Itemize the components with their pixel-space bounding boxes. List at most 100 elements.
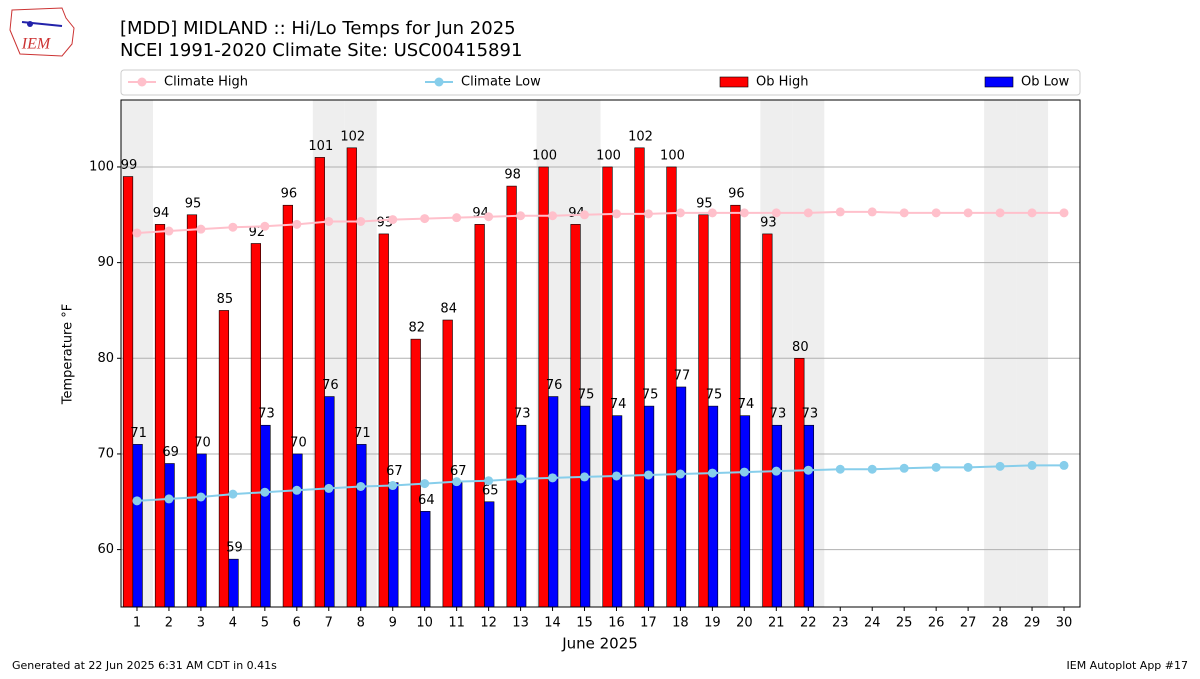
y-tick-label: 60 (97, 542, 114, 557)
line-point (228, 489, 238, 499)
line-point (484, 476, 494, 486)
x-tick-label: 3 (197, 616, 205, 631)
data-label: 94 (153, 206, 170, 221)
line-point (963, 462, 973, 472)
line-point (995, 208, 1005, 218)
line-point (548, 211, 558, 221)
data-label: 82 (408, 321, 425, 336)
y-axis-label: Temperature °F (61, 304, 76, 405)
line-point (867, 464, 877, 474)
data-label: 73 (514, 407, 531, 422)
data-label: 71 (130, 426, 147, 441)
legend-box (120, 69, 1081, 96)
x-tick-label: 23 (832, 616, 849, 631)
bar (410, 338, 421, 608)
bar (474, 224, 485, 608)
line-point (132, 496, 142, 506)
x-tick-label: 24 (864, 616, 881, 631)
x-tick-label: 8 (357, 616, 365, 631)
line-point (356, 216, 366, 226)
line-point (260, 487, 270, 497)
x-tick-label: 19 (704, 616, 721, 631)
x-tick-label: 26 (928, 616, 945, 631)
line-point (516, 211, 526, 221)
weekend-shade (1016, 100, 1049, 607)
line-point (388, 215, 398, 225)
data-label: 84 (440, 302, 457, 317)
x-tick-label: 2 (165, 616, 173, 631)
line-point (835, 464, 845, 474)
y-tick-label: 70 (97, 446, 114, 461)
x-tick-label: 30 (1056, 616, 1073, 631)
line-point (899, 208, 909, 218)
line (136, 210, 1065, 234)
line-point (516, 474, 526, 484)
line-point (675, 208, 685, 218)
data-label: 100 (596, 148, 621, 163)
x-tick-label: 7 (325, 616, 333, 631)
line-point (771, 466, 781, 476)
footer-right: IEM Autoplot App #17 (1067, 659, 1189, 672)
data-label: 102 (340, 129, 365, 144)
x-tick-label: 9 (389, 616, 397, 631)
bar (282, 204, 293, 608)
bar (794, 357, 805, 608)
x-tick-label: 11 (448, 616, 465, 631)
line (136, 464, 1065, 502)
data-label: 73 (802, 407, 819, 422)
bar (484, 501, 495, 608)
data-label: 92 (249, 225, 266, 240)
data-label: 73 (258, 407, 275, 422)
line-point (164, 226, 174, 236)
line-point (420, 214, 430, 224)
bar (218, 310, 230, 608)
line-point (611, 471, 621, 481)
data-label: 76 (546, 378, 563, 393)
line-point (643, 209, 653, 219)
data-label: 75 (578, 388, 595, 403)
line-point (1059, 208, 1069, 218)
legend-swatch (434, 77, 444, 87)
legend-swatch (984, 76, 1014, 88)
bar (570, 224, 581, 608)
line-point (739, 467, 749, 477)
line-point (867, 207, 877, 217)
bar (250, 243, 261, 608)
line-point (292, 485, 302, 495)
line-point (228, 222, 238, 232)
bar (707, 405, 719, 608)
line-point (420, 479, 430, 489)
data-label: 64 (418, 493, 435, 508)
bar (164, 463, 175, 608)
line-point (196, 224, 206, 234)
x-tick-label: 13 (512, 616, 529, 631)
data-label: 99 (121, 158, 138, 173)
line-point (1027, 460, 1037, 470)
data-label: 93 (760, 215, 777, 230)
x-tick-label: 25 (896, 616, 913, 631)
bar (634, 147, 645, 608)
bar (324, 396, 335, 608)
x-tick-label: 15 (576, 616, 593, 631)
data-label: 71 (354, 426, 371, 441)
bar (420, 511, 431, 608)
bar (122, 176, 134, 608)
data-label: 73 (770, 407, 787, 422)
data-label: 100 (532, 148, 557, 163)
bar (602, 166, 613, 608)
x-tick-label: 17 (640, 616, 657, 631)
line-point (292, 219, 302, 229)
line-point (931, 208, 941, 218)
data-label: 95 (185, 196, 202, 211)
x-tick-label: 20 (736, 616, 753, 631)
line-point (356, 481, 366, 491)
x-tick-label: 28 (992, 616, 1009, 631)
data-label: 102 (628, 129, 653, 144)
line-point (899, 463, 909, 473)
x-tick-label: 22 (800, 616, 817, 631)
line-point (643, 470, 653, 480)
line-point (388, 481, 398, 491)
line-point (164, 494, 174, 504)
line-point (675, 469, 685, 479)
